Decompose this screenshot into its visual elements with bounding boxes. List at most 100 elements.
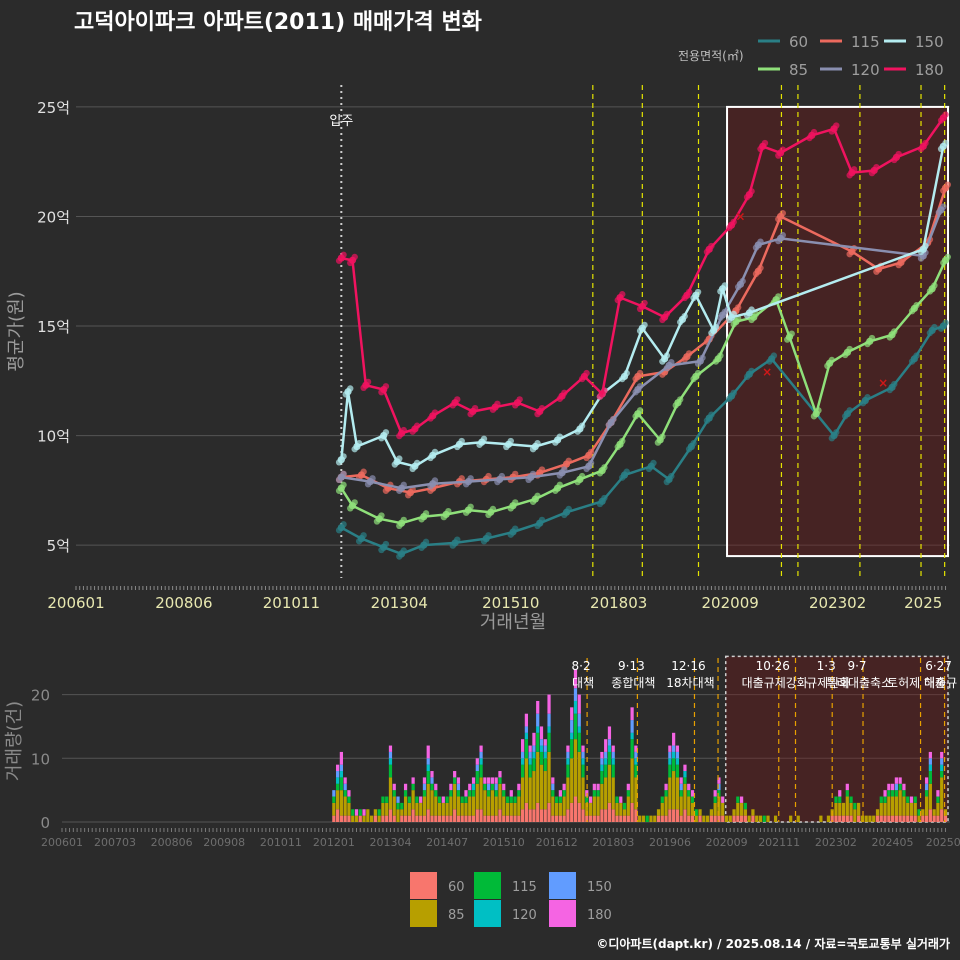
data-point-120 <box>364 481 372 488</box>
data-point-85 <box>784 336 791 343</box>
volume-bar-120 <box>683 771 687 778</box>
volume-bar-60 <box>943 815 948 822</box>
volume-bar-115 <box>762 815 766 822</box>
volume-bar-150 <box>475 764 479 772</box>
volume-bar-60 <box>751 815 755 822</box>
volume-bar-85 <box>464 802 468 816</box>
volume-bar-60 <box>343 815 347 822</box>
volume-bar-85 <box>536 751 540 803</box>
volume-bar-150 <box>604 751 608 759</box>
volume-bar-85 <box>936 802 940 816</box>
volume-bar-115 <box>928 771 932 784</box>
data-point-180 <box>685 288 693 296</box>
data-point-180 <box>846 172 853 179</box>
data-point-180 <box>937 117 945 124</box>
volume-bar-115 <box>645 815 649 822</box>
volume-bar-60 <box>407 815 411 822</box>
volume-bar-85 <box>649 815 653 822</box>
volume-bar-180 <box>434 783 438 791</box>
volume-bar-180 <box>883 790 887 797</box>
volume-bar-60 <box>573 796 578 822</box>
policy-label: 대출규 <box>924 676 957 690</box>
volume-bar-115 <box>498 777 502 784</box>
data-point-150 <box>378 435 385 442</box>
data-point-150 <box>342 391 349 398</box>
data-point-115 <box>458 475 465 482</box>
volume-bar-85 <box>426 783 430 810</box>
volume-bar-85 <box>449 796 453 816</box>
data-point-180 <box>922 139 929 147</box>
volume-bar-120 <box>336 777 340 784</box>
vol-x-tick-label: 202009 <box>706 836 748 849</box>
data-point-60 <box>355 537 363 545</box>
volume-bar-180 <box>683 764 687 772</box>
volume-bar-120 <box>539 745 544 752</box>
data-point-60 <box>382 540 390 548</box>
volume-bar-85 <box>362 815 366 822</box>
data-point-60 <box>335 527 343 534</box>
bottom-legend: 60 85 115 120 150 180 <box>410 872 612 927</box>
volume-bar-180 <box>687 783 691 791</box>
volume-bar-120 <box>566 758 570 765</box>
volume-bar-60 <box>536 802 540 822</box>
vol-x-tick-label: 201011 <box>260 836 302 849</box>
volume-bar-115 <box>536 732 540 752</box>
data-point-180 <box>703 248 711 256</box>
volume-bar-120 <box>532 751 536 759</box>
vol-x-tick-label: 202405 <box>871 836 913 849</box>
data-point-150 <box>431 448 439 456</box>
policy-date: 10·26 <box>756 659 790 673</box>
data-point-150 <box>480 435 488 443</box>
volume-bar-60 <box>604 809 608 822</box>
data-point-85 <box>886 334 894 341</box>
data-point-180 <box>748 188 755 195</box>
volume-bar-60 <box>857 815 861 822</box>
volume-bar-180 <box>388 745 393 752</box>
volume-bar-180 <box>721 796 725 803</box>
top-legend: 전용면적(㎡) 60 85 115 120 150 180 <box>678 33 944 79</box>
data-point-85 <box>824 362 831 370</box>
data-point-120 <box>940 203 947 210</box>
volume-bar-180 <box>524 713 528 727</box>
data-point-60 <box>400 547 407 554</box>
data-point-150 <box>942 139 949 147</box>
policy-label: 토허제 해제 <box>887 676 946 690</box>
volume-bar-60 <box>898 815 902 822</box>
data-point-85 <box>891 328 898 335</box>
volume-bar-180 <box>739 796 744 803</box>
volume-bar-60 <box>687 815 691 822</box>
volume-bar-85 <box>672 771 676 810</box>
data-point-150 <box>507 437 514 445</box>
volume-bar-85 <box>422 796 427 816</box>
volume-bar-150 <box>543 745 547 752</box>
volume-bar-60 <box>479 809 483 822</box>
data-point-115 <box>512 470 519 478</box>
volume-bar-60 <box>891 815 895 822</box>
vol-x-tick-label: 201612 <box>536 836 578 849</box>
volume-bar-85 <box>505 802 510 816</box>
volume-bar-180 <box>717 777 721 784</box>
volume-bar-85 <box>664 796 668 816</box>
data-point-150 <box>708 329 715 337</box>
volume-bar-180 <box>577 694 581 714</box>
volume-bar-120 <box>543 751 547 759</box>
volume-bar-85 <box>736 802 740 816</box>
volume-bar-60 <box>528 809 532 822</box>
volume-bar-115 <box>396 802 400 810</box>
volume-bar-115 <box>430 783 434 791</box>
volume-bar-115 <box>475 771 479 784</box>
data-point-115 <box>360 468 367 475</box>
data-point-120 <box>556 472 564 479</box>
volume-bar-115 <box>894 790 898 797</box>
data-point-85 <box>752 310 760 318</box>
volume-bar-150 <box>539 739 544 746</box>
volume-bar-60 <box>717 815 721 822</box>
data-point-120 <box>636 383 644 390</box>
volume-bar-115 <box>339 777 343 791</box>
volume-bar-85 <box>385 802 389 816</box>
volume-bar-115 <box>426 771 430 784</box>
data-point-180 <box>396 432 403 440</box>
volume-bar-60 <box>588 815 593 822</box>
data-point-120 <box>775 237 782 245</box>
volume-bar-85 <box>917 815 921 822</box>
